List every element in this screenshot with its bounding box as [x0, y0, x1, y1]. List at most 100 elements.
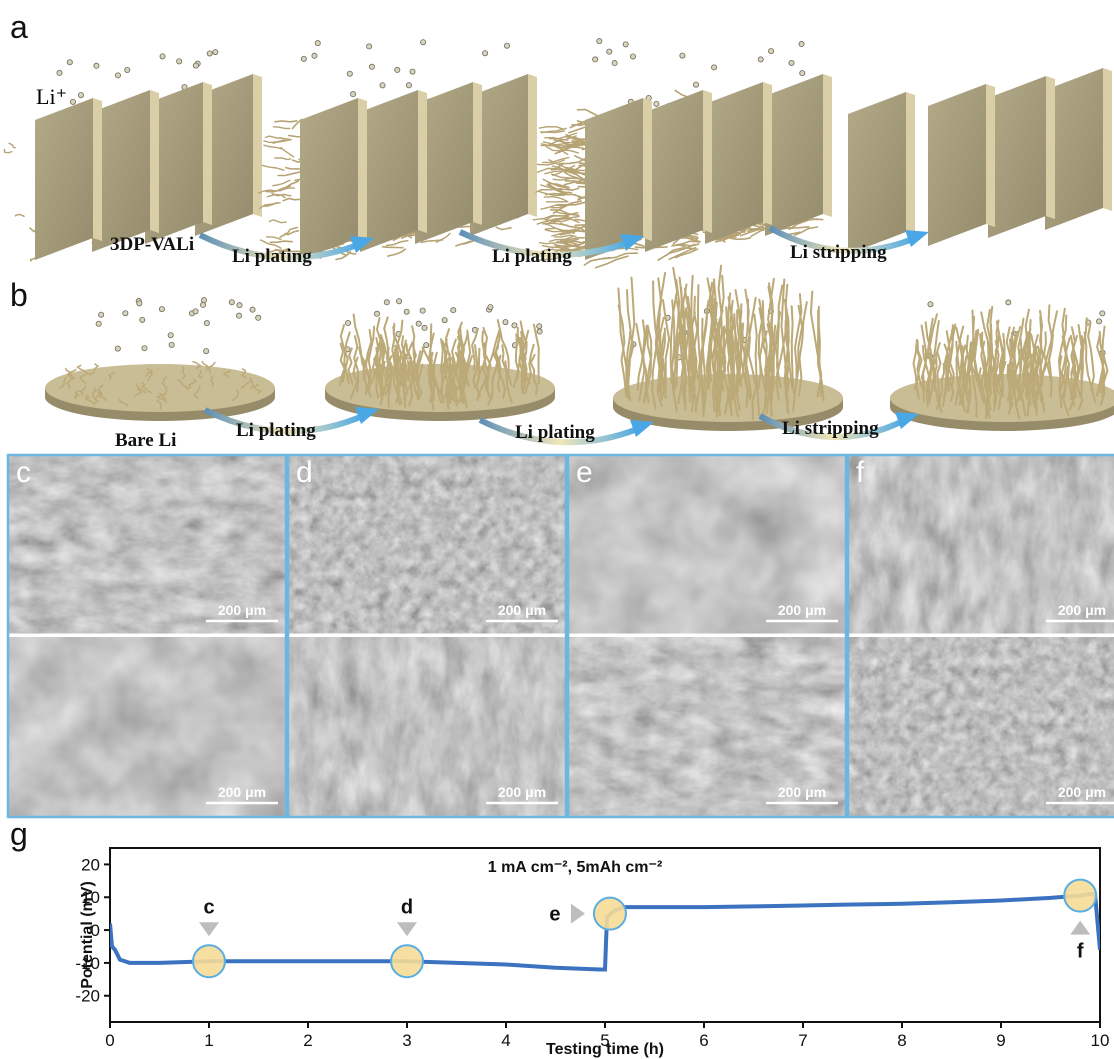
- disc: [325, 364, 555, 412]
- ion: [160, 54, 165, 59]
- plate-edge: [253, 74, 262, 217]
- scale-bar-label: 200 μm: [1058, 784, 1106, 800]
- x-tick-label: 8: [897, 1031, 906, 1050]
- ion: [654, 101, 659, 106]
- plate: [645, 90, 703, 252]
- dendrite: [275, 121, 297, 122]
- ion: [99, 312, 104, 317]
- ion: [312, 53, 317, 58]
- plate-edge: [703, 90, 712, 233]
- ion: [442, 318, 447, 323]
- ion: [236, 313, 241, 318]
- plate: [35, 98, 93, 260]
- x-tick-label: 7: [798, 1031, 807, 1050]
- ion: [177, 59, 182, 64]
- annotation-marker: [1064, 880, 1096, 912]
- ion: [350, 92, 355, 97]
- ion: [420, 308, 425, 313]
- x-tick-label: 6: [699, 1031, 708, 1050]
- ion: [204, 321, 209, 326]
- dendrite: [383, 247, 403, 248]
- chart-title: 1 mA cm⁻², 5mAh cm⁻²: [488, 859, 663, 876]
- sem-images: 200 μm200 μmc200 μm200 μmd200 μm200 μme2…: [8, 455, 1114, 817]
- plate: [705, 82, 763, 244]
- step-label: Li stripping: [782, 418, 879, 439]
- ion: [142, 346, 147, 351]
- plate: [848, 92, 906, 254]
- ion: [630, 54, 635, 59]
- step-label: Li stripping: [790, 242, 887, 263]
- plate: [765, 74, 823, 236]
- dendrite: [689, 316, 690, 403]
- ion: [607, 49, 612, 54]
- step-label: Li plating: [515, 422, 595, 443]
- panel-label: g: [10, 816, 28, 852]
- electrode-label: Bare Li: [115, 430, 176, 451]
- annotation-label: d: [401, 896, 413, 918]
- ion: [612, 60, 617, 65]
- ion: [416, 321, 421, 326]
- electrode-label: 3DP-VALi: [110, 234, 194, 255]
- ion: [347, 71, 352, 76]
- ion: [57, 70, 62, 75]
- ion: [367, 44, 372, 49]
- ion: [115, 346, 120, 351]
- ion-label: Li⁺: [36, 84, 67, 109]
- ion: [169, 342, 174, 347]
- sem-label: e: [576, 456, 593, 489]
- annotation-label: e: [549, 904, 560, 926]
- plate-edge: [358, 98, 367, 241]
- figure: 200 μm200 μmc200 μm200 μmd200 μm200 μme2…: [0, 0, 1114, 1059]
- ion: [422, 325, 427, 330]
- ion: [125, 67, 130, 72]
- ion: [769, 49, 774, 54]
- plate-edge: [823, 74, 832, 217]
- ion: [123, 311, 128, 316]
- panel-label: b: [10, 277, 28, 313]
- ion: [380, 83, 385, 88]
- ion: [115, 73, 120, 78]
- ion: [396, 299, 401, 304]
- ion: [483, 51, 488, 56]
- ion: [537, 329, 542, 334]
- y-tick-label: 20: [81, 855, 100, 874]
- ion: [800, 71, 805, 76]
- plate-edge: [763, 82, 772, 225]
- ion: [680, 53, 685, 58]
- x-tick-label: 10: [1091, 1031, 1110, 1050]
- scale-bar-label: 200 μm: [498, 602, 546, 618]
- plate-edge: [986, 84, 995, 227]
- ion: [374, 311, 379, 316]
- ion: [1006, 300, 1011, 305]
- ion: [384, 300, 389, 305]
- ion: [623, 42, 628, 47]
- ion: [503, 320, 508, 325]
- ion: [67, 60, 72, 65]
- plate-edge: [418, 90, 427, 233]
- scale-bar-label: 200 μm: [778, 602, 826, 618]
- sem-label: c: [16, 456, 31, 489]
- x-tick-label: 4: [501, 1031, 510, 1050]
- ion: [711, 65, 716, 70]
- ion: [369, 64, 374, 69]
- annotation-marker: [594, 898, 626, 930]
- step-label: Li plating: [232, 246, 312, 267]
- ion: [229, 300, 234, 305]
- plate: [360, 90, 418, 252]
- ion: [421, 40, 426, 45]
- plate-edge: [528, 74, 537, 217]
- ion: [168, 333, 173, 338]
- sem-label: f: [856, 456, 865, 489]
- x-tick-label: 1: [204, 1031, 213, 1050]
- ion: [256, 315, 261, 320]
- ion: [250, 307, 255, 312]
- ion: [406, 83, 411, 88]
- scale-bar-label: 200 μm: [498, 784, 546, 800]
- ion: [597, 39, 602, 44]
- ion: [593, 57, 598, 62]
- plate-edge: [203, 82, 212, 225]
- plate-edge: [1103, 68, 1112, 211]
- scale-bar-label: 200 μm: [218, 784, 266, 800]
- ion: [193, 63, 198, 68]
- annotation-marker: [193, 945, 225, 977]
